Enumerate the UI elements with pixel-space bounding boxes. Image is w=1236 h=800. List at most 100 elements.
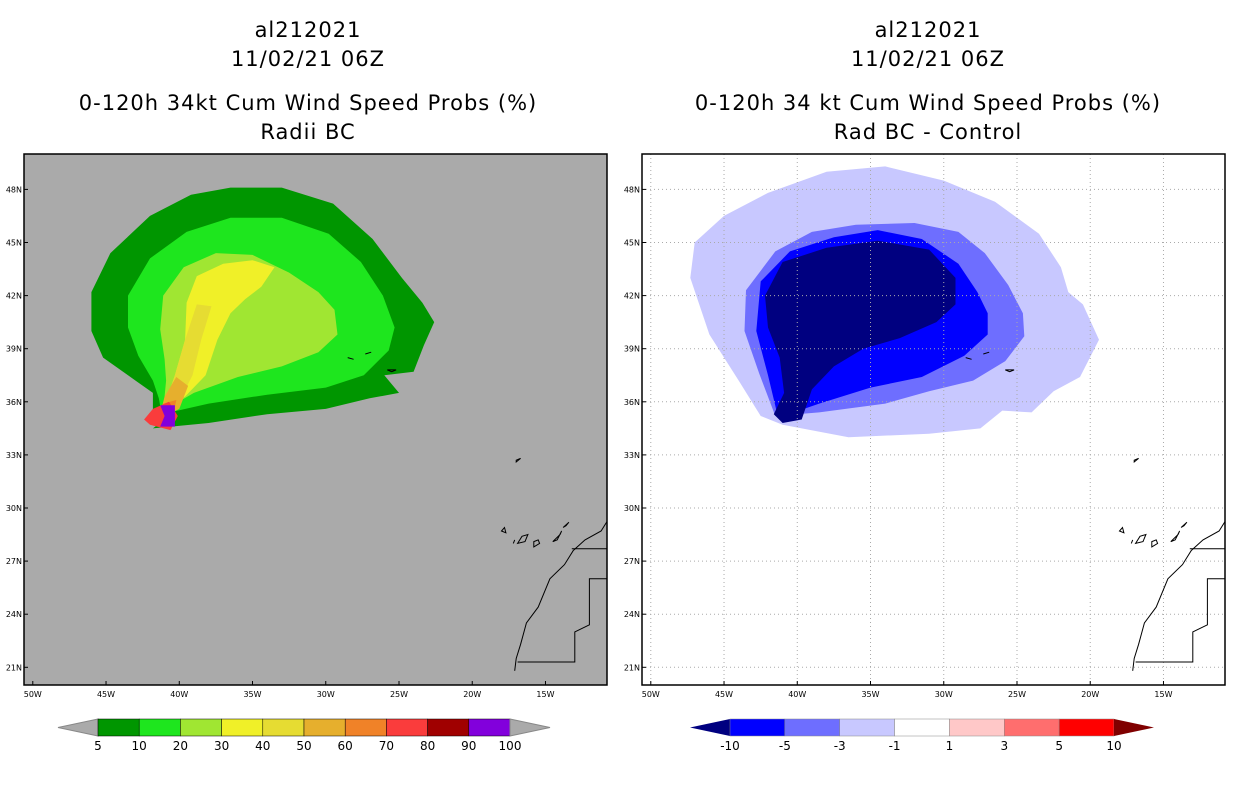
colorbar-bin	[729, 718, 786, 737]
right-date: 11/02/21 06Z	[850, 47, 1006, 71]
y-tick-label: 45N	[624, 239, 640, 248]
colorbar-right-triangle	[509, 718, 551, 737]
colorbar-left-triangle	[57, 718, 99, 737]
colorbar-label: 90	[461, 739, 476, 753]
coastlines	[965, 351, 1225, 671]
colorbar-label: 10	[132, 739, 147, 753]
colorbar-bin	[839, 718, 895, 737]
x-tick-label: 15W	[536, 690, 554, 699]
y-tick-label: 30N	[624, 504, 640, 513]
island-outline	[515, 457, 521, 464]
y-tick-label: 39N	[624, 345, 640, 354]
colorbar-bin	[468, 718, 511, 737]
africa-coastline	[1132, 520, 1225, 671]
island-outline	[533, 539, 541, 548]
x-tick-label: 40W	[170, 690, 188, 699]
colorbar-bin	[97, 718, 140, 737]
colorbar-bin	[949, 718, 1005, 737]
plot-frame	[23, 153, 608, 686]
right-panel-title: al212021 11/02/21 06Z 0-120h 34 kt Cum W…	[628, 16, 1228, 147]
colorbar-bin	[138, 718, 181, 737]
colorbar-label: 3	[1000, 739, 1008, 753]
y-tick-label: 36N	[6, 398, 22, 407]
island-outline	[1118, 526, 1125, 534]
colorbar-label: 30	[214, 739, 229, 753]
colorbar-bin	[180, 718, 222, 737]
island-outline	[347, 357, 354, 360]
island-outline	[516, 533, 529, 545]
island-outline	[1151, 539, 1159, 548]
y-tick-label: 36N	[624, 398, 640, 407]
colorbar-label: 100	[499, 739, 522, 753]
colorbar-label: 70	[379, 739, 394, 753]
right-product-title: 0-120h 34 kt Cum Wind Speed Probs (%)	[694, 91, 1162, 115]
colorbar-bin	[344, 718, 387, 737]
island-outline	[365, 351, 372, 355]
x-tick-label: 35W	[243, 690, 261, 699]
colorbar-label: 1	[946, 739, 954, 753]
y-tick-label: 42N	[6, 292, 22, 301]
left-panel-title: al212021 11/02/21 06Z 0-120h 34kt Cum Wi…	[8, 16, 608, 147]
x-tick-label: 30W	[935, 690, 953, 699]
x-tick-label: 50W	[642, 690, 660, 699]
island-outline	[387, 369, 397, 373]
x-tick-label: 40W	[788, 690, 806, 699]
y-tick-label: 21N	[624, 663, 640, 672]
island-outline	[1180, 521, 1188, 528]
x-tick-label: 20W	[1081, 690, 1099, 699]
island-outline	[1005, 369, 1015, 373]
y-tick-label: 27N	[6, 557, 22, 566]
plot-frame	[641, 153, 1226, 686]
colorbar-label: -3	[834, 739, 846, 753]
colorbar-label: -1	[889, 739, 901, 753]
left-product-title: 0-120h 34kt Cum Wind Speed Probs (%)	[78, 91, 538, 115]
colorbar-label: 5	[1055, 739, 1063, 753]
x-tick-label: 45W	[715, 690, 733, 699]
y-tick-label: 21N	[6, 663, 22, 672]
colorbar-bin	[262, 718, 305, 737]
y-tick-label: 48N	[6, 185, 22, 194]
island-outline	[562, 521, 570, 528]
left-date: 11/02/21 06Z	[230, 47, 386, 71]
island-outline	[1133, 457, 1139, 464]
colorbar-label: 50	[296, 739, 311, 753]
y-tick-label: 24N	[624, 610, 640, 619]
colorbar-bin	[303, 718, 346, 737]
contour-fill-neg10	[765, 240, 956, 423]
island-outline	[983, 351, 990, 355]
colorbar-label: 60	[338, 739, 353, 753]
chart-panel-left: 50W 45W 40W 35W 30W 25W 20W 15W 21N 24N 27N 30N 33N 3…	[6, 153, 608, 753]
country-border	[517, 578, 607, 663]
colorbar-bin	[894, 718, 950, 737]
grid-lines	[642, 154, 1225, 685]
y-tick-label: 27N	[624, 557, 640, 566]
colorbar-label: 40	[255, 739, 270, 753]
left-storm-id: al212021	[254, 18, 362, 42]
island-outline	[512, 539, 516, 544]
right-experiment-name: Rad BC - Control	[833, 120, 1023, 144]
contour-fill-90	[160, 405, 175, 427]
colorbar-bin	[1058, 718, 1115, 737]
island-outline	[1170, 530, 1181, 543]
y-tick-label: 45N	[6, 239, 22, 248]
x-tick-label: 50W	[24, 690, 42, 699]
colorbar: -10 -5 -3 -1 1 3 5 10	[690, 718, 1154, 753]
y-tick-label: 42N	[624, 292, 640, 301]
contour-layer	[91, 187, 435, 431]
colorbar-label: 10	[1106, 739, 1121, 753]
x-tick-label: 25W	[1008, 690, 1026, 699]
left-experiment-name: Radii BC	[260, 120, 356, 144]
colorbar-right-triangle	[1114, 719, 1154, 736]
coastlines	[347, 351, 607, 671]
island-outline	[965, 357, 972, 360]
x-tick-label: 35W	[861, 690, 879, 699]
right-storm-id: al212021	[874, 18, 982, 42]
colorbar-label: 20	[173, 739, 188, 753]
y-tick-label: 33N	[624, 451, 640, 460]
colorbar: 5 10 20 30 40 50 60 70 80 90 100	[57, 718, 551, 753]
chart-panel-right: 50W 45W 40W 35W 30W 25W 20W 15W 21N 24N 27N 30N 33N 3…	[624, 153, 1226, 753]
island-outline	[1130, 539, 1134, 544]
x-tick-label: 25W	[390, 690, 408, 699]
colorbar-bin	[427, 718, 470, 737]
